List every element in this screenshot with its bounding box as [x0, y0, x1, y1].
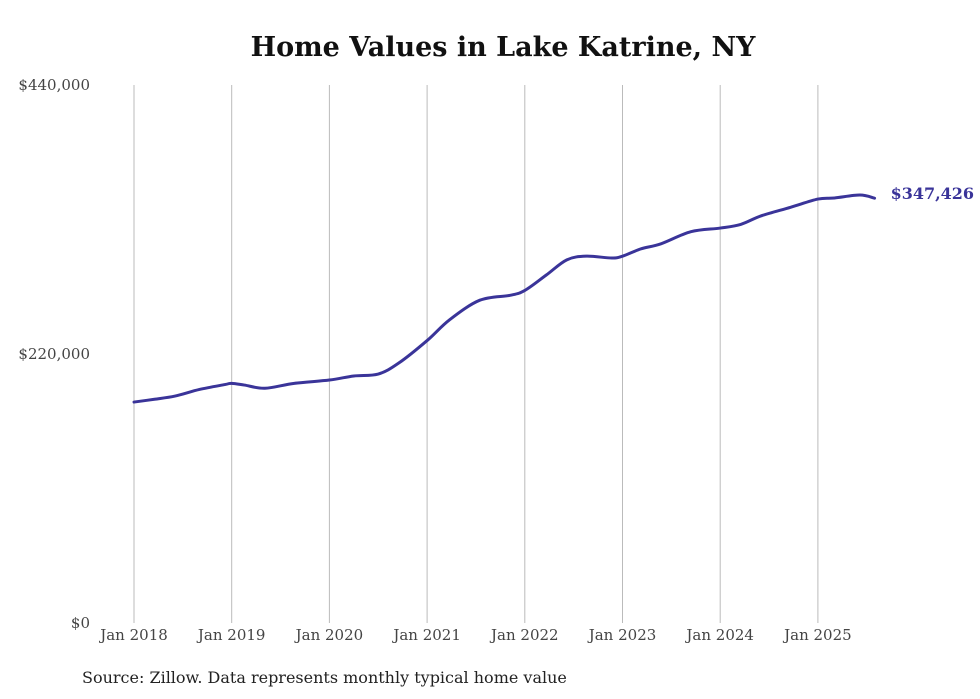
- end-value-label: $347,426: [891, 184, 975, 203]
- x-tick-label: Jan 2020: [294, 626, 364, 644]
- series-line: [132, 193, 877, 404]
- chart-title: Home Values in Lake Katrine, NY: [250, 32, 756, 63]
- x-tick-label: Jan 2018: [98, 626, 168, 644]
- x-tick-label: Jan 2019: [196, 626, 266, 644]
- x-tick-label: Jan 2022: [489, 626, 559, 644]
- x-tick-label: Jan 2025: [782, 626, 852, 644]
- source-note: Source: Zillow. Data represents monthly …: [82, 668, 567, 687]
- y-tick-label: $0: [71, 614, 90, 632]
- y-tick-label: $440,000: [18, 76, 90, 94]
- x-tick-label: Jan 2023: [587, 626, 657, 644]
- y-tick-label: $220,000: [18, 345, 90, 363]
- x-tick-label: Jan 2024: [684, 626, 754, 644]
- x-tick-label: Jan 2021: [391, 626, 461, 644]
